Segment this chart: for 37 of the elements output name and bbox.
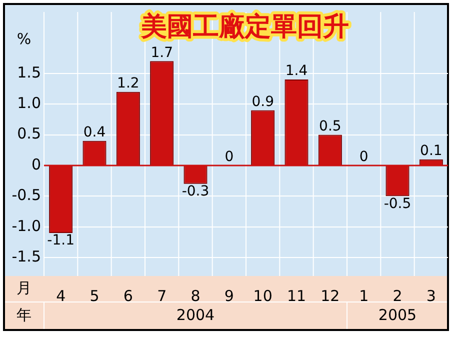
x-tick-label: 9: [224, 286, 234, 305]
x-tick-label: 7: [157, 286, 167, 305]
y-tick-label: -0.5: [12, 186, 41, 204]
chart-title: 美國工廠定單回升: [140, 12, 349, 42]
data-label: 0: [224, 149, 234, 166]
x-axis-title: 月: [16, 278, 32, 297]
text: 2005: [378, 306, 417, 324]
y-tick-label: -1.0: [12, 216, 41, 235]
x-tick-label: 5: [90, 286, 100, 305]
x-tick-label: 12: [320, 286, 340, 305]
x-tick-label: 8: [190, 286, 200, 305]
data-label: -1.1: [47, 232, 74, 249]
x-tick-label: 3: [426, 286, 436, 305]
y-tick-label: 0: [31, 155, 41, 174]
data-label: 0.5: [319, 118, 342, 134]
data-label: 1.4: [285, 63, 308, 80]
data-label: 1.2: [117, 75, 140, 92]
data-label: 0.1: [420, 142, 442, 159]
y-tick-label: 1.5: [17, 63, 41, 82]
data-label: 0.4: [83, 124, 106, 141]
x-tick-label: 1: [359, 286, 369, 305]
x-tick-label: 2: [392, 286, 402, 305]
x-tick-label: 11: [286, 286, 306, 305]
y-tick-label: 0.5: [17, 124, 41, 143]
y-tick-label: -1.5: [12, 247, 41, 266]
data-label: -0.3: [182, 184, 210, 200]
y-axis-title: %: [16, 30, 32, 48]
x-tick-label: 4: [56, 286, 66, 305]
x-tick-label: 6: [123, 286, 133, 305]
x-tick-label: 10: [253, 286, 272, 305]
data-label: 1.7: [150, 44, 173, 61]
data-label: -0.5: [384, 196, 412, 212]
text: 年: [16, 306, 32, 324]
data-label: 0.9: [252, 94, 274, 110]
data-label: 0: [359, 149, 368, 166]
text: 2004: [176, 306, 215, 324]
y-tick-label: 1.0: [17, 94, 41, 112]
